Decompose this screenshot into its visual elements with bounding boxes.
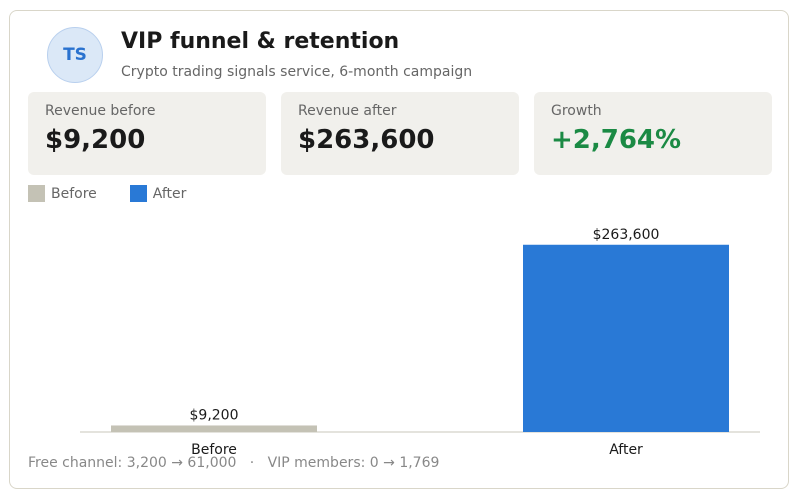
- legend-label: Before: [51, 185, 97, 202]
- chart-legend: Before After: [28, 185, 219, 202]
- kpi-label: Revenue after: [298, 103, 397, 119]
- page-subtitle: Crypto trading signals service, 6-month …: [121, 64, 473, 80]
- kpi-label: Growth: [551, 103, 602, 119]
- x-tick-label: Before: [191, 442, 237, 458]
- bar-after: [523, 244, 729, 432]
- kpi-value: $263,600: [298, 125, 435, 155]
- page-title: VIP funnel & retention: [121, 29, 400, 54]
- legend-swatch: [129, 185, 147, 202]
- legend-label: After: [152, 185, 187, 202]
- data-label: $263,600: [593, 227, 660, 243]
- kpi-label: Revenue before: [45, 103, 156, 119]
- kpi-growth: Growth +2,764%: [534, 92, 772, 175]
- footer-stats: Free channel: 3,200 → 61,000 · VIP membe…: [28, 455, 440, 471]
- avatar: TS: [47, 27, 103, 83]
- data-label: $9,200: [190, 407, 239, 423]
- kpi-value: $9,200: [45, 125, 146, 155]
- legend-item-after: After: [129, 185, 187, 202]
- bar-before: [111, 425, 317, 432]
- legend-item-before: Before: [28, 185, 97, 202]
- kpi-revenue-before: Revenue before $9,200: [28, 92, 266, 175]
- kpi-revenue-after: Revenue after $263,600: [281, 92, 519, 175]
- kpi-value: +2,764%: [551, 125, 682, 155]
- x-tick-label: After: [609, 442, 643, 458]
- legend-swatch: [28, 185, 45, 202]
